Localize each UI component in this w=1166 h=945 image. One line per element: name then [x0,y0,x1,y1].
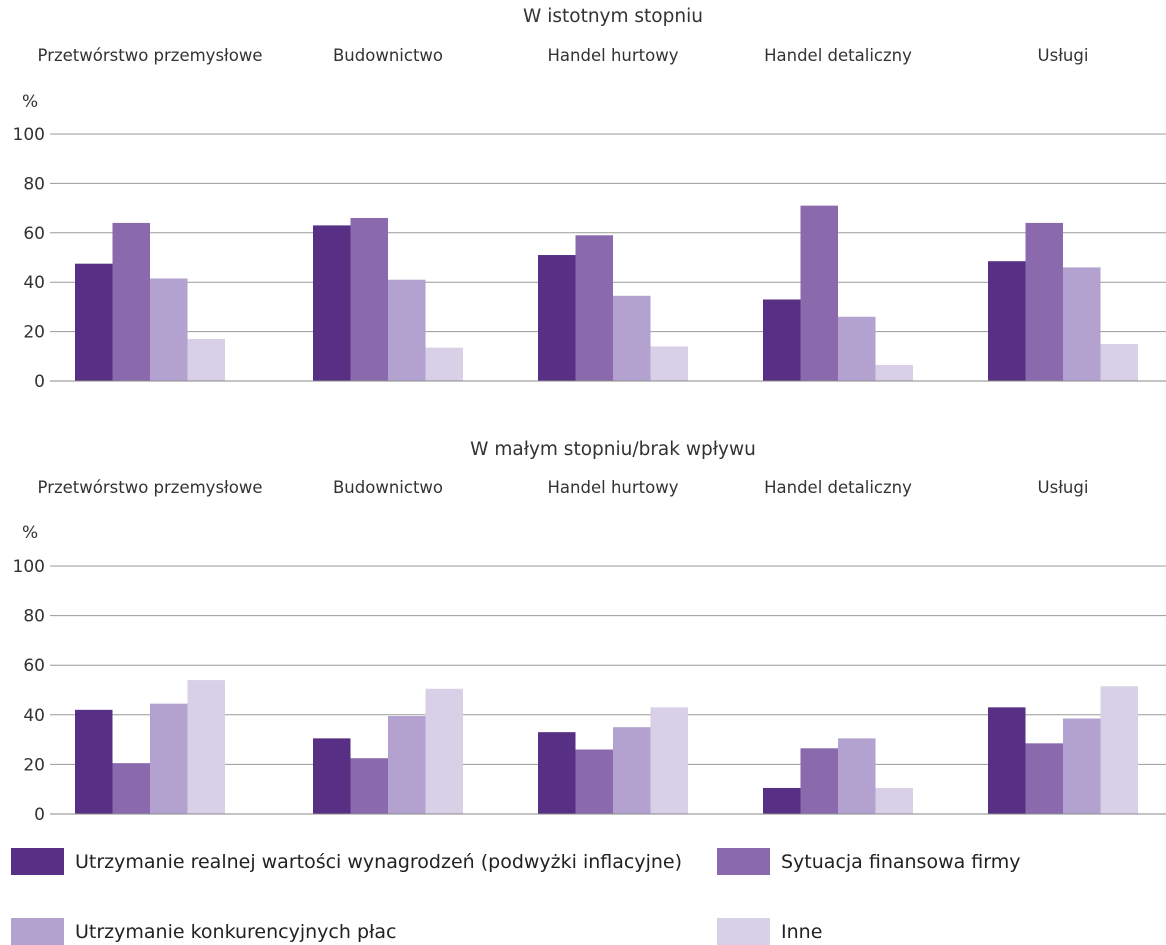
bar [650,346,688,381]
category-label: Usługi [1038,478,1089,497]
bar [613,727,651,814]
bar [150,278,188,381]
bar [838,316,876,381]
bar [1063,267,1101,381]
y-axis-unit: % [22,523,38,543]
y-tick-label: 40 [23,706,45,726]
bar [425,688,463,814]
y-tick-label: 80 [23,607,45,627]
bar [838,738,876,814]
bar [763,299,801,381]
y-tick-label: 100 [13,557,45,577]
bar [350,758,388,814]
category-label: Przetwórstwo przemysłowe [38,46,263,65]
legend-item-inflation-raises: Utrzymanie realnej wartości wynagrodzeń … [11,848,682,875]
bar [1100,686,1138,814]
category-label: Handel detaliczny [764,478,912,497]
bar [187,680,225,814]
bar [1063,718,1101,814]
chart-panel-2: W małym stopniu/brak wpływu Przetwórstwo … [13,439,1166,825]
bar [388,279,426,381]
category-label: Usługi [1038,46,1089,65]
category-label: Budownictwo [333,478,443,497]
chart-title: W małym stopniu/brak wpływu [470,439,756,460]
bar [1100,343,1138,381]
bar [650,707,688,814]
bar [875,787,913,814]
y-tick-label: 0 [34,805,45,825]
bar [350,217,388,381]
y-tick-label: 40 [23,273,45,293]
bar [313,738,351,814]
bar [575,749,613,814]
chart-canvas: W istotnym stopniu Przetwórstwo przemysło… [13,6,1166,825]
category-label: Handel detaliczny [764,46,912,65]
bar [763,787,801,814]
y-tick-label: 0 [34,372,45,392]
bar [187,339,225,381]
category-label: Handel hurtowy [548,478,679,497]
bar [575,235,613,381]
bar [538,732,576,814]
chart-title: W istotnym stopniu [523,6,703,27]
bar [313,225,351,381]
legend-swatch [717,918,770,945]
bar [875,364,913,381]
bar [75,709,113,814]
legend-swatch [11,848,64,875]
bar [150,703,188,814]
bar [75,263,113,381]
legend-swatch [717,848,770,875]
y-tick-label: 20 [23,755,45,775]
y-tick-label: 100 [13,125,45,145]
legend-item-other: Inne [717,918,822,945]
bar [538,255,576,381]
bar [112,763,150,814]
bar [613,295,651,381]
bar [800,748,838,814]
y-tick-label: 80 [23,174,45,194]
bar [425,347,463,381]
bar [988,261,1026,381]
bar [1025,743,1063,814]
bar [988,707,1026,814]
category-label: Budownictwo [333,46,443,65]
bar [800,205,838,381]
legend-label: Utrzymanie konkurencyjnych płac [75,920,397,943]
legend-label: Sytuacja finansowa firmy [781,850,1021,873]
legend-item-financial-situation: Sytuacja finansowa firmy [717,848,1021,875]
legend-item-competitive-pay: Utrzymanie konkurencyjnych płac [11,918,397,945]
category-label: Handel hurtowy [548,46,679,65]
y-axis-unit: % [22,92,38,112]
y-tick-label: 60 [23,656,45,676]
legend-label: Inne [781,920,823,943]
chart-panel-1: W istotnym stopniu Przetwórstwo przemysło… [13,6,1166,392]
category-label: Przetwórstwo przemysłowe [38,478,263,497]
bar [388,716,426,814]
legend-label: Utrzymanie realnej wartości wynagrodzeń … [75,850,683,873]
legend: Utrzymanie realnej wartości wynagrodzeń … [0,840,1166,945]
bar [1025,222,1063,381]
y-tick-label: 20 [23,323,45,343]
legend-swatch [11,918,64,945]
bar [112,222,150,381]
y-tick-label: 60 [23,224,45,244]
